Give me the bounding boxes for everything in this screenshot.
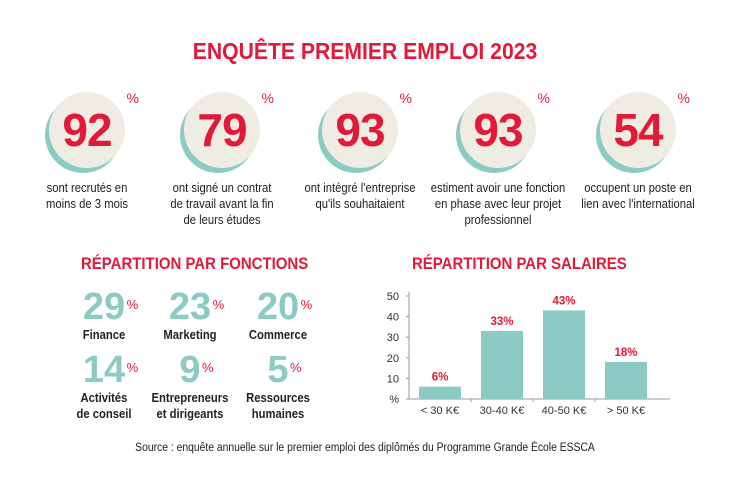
bar (419, 386, 461, 399)
y-tick-label: 40 (387, 312, 399, 324)
function-number: 9 (179, 349, 201, 391)
percent-sign: % (261, 90, 274, 106)
stat-description-line: de travail avant la fin (170, 197, 274, 211)
stat-value: 92 (62, 104, 112, 156)
stat-circle: 92% (49, 90, 139, 168)
function-item: 23% Marketing (135, 287, 245, 343)
stat-description-line: sont recrutés en (46, 181, 128, 195)
stat-item: 79% ont signé un contrat de travail avant … (147, 90, 297, 228)
percent-sign: % (300, 297, 313, 312)
stat-description-line: de leurs études (183, 213, 261, 227)
function-item: 9% Entrepreneurs et dirigeants (135, 350, 245, 422)
bar-data-label: 6% (432, 372, 449, 384)
stat-description-line: estiment avoir une fonction (430, 181, 566, 195)
stat-description-line: ont signé un contrat (172, 181, 272, 195)
stat-description: sont recrutés en moins de 3 mois (20, 180, 155, 212)
functions-title: RÉPARTITION PAR FONCTIONS (81, 254, 309, 273)
function-label: de conseil (76, 407, 132, 421)
stat-item: 93% estiment avoir une fonction en phase a… (423, 90, 573, 228)
stat-value: 93 (473, 104, 523, 156)
stat-description: ont intégré l'entreprise qu'ils souhaitai… (293, 180, 428, 212)
x-tick-label: 30-40 K€ (480, 405, 525, 417)
function-number: 23 (168, 286, 212, 328)
function-label: Finance (82, 328, 126, 342)
bar-data-label: 18% (614, 347, 637, 359)
x-tick-label: 40-50 K€ (542, 405, 587, 417)
function-item: 20% Commerce (223, 287, 333, 343)
function-label: Commerce (248, 328, 308, 342)
function-value: 9% (179, 349, 213, 391)
percent-sign: % (399, 90, 412, 106)
percent-sign: % (202, 360, 214, 375)
stat-description-line: qu'ils souhaitaient (315, 197, 405, 211)
y-tick-label: 20 (387, 353, 399, 365)
function-value: 5% (267, 349, 301, 391)
function-number: 5 (267, 349, 289, 391)
page-title: ENQUÊTE PREMIER EMPLOI 2023 (192, 38, 538, 64)
stat-circle: 93% (460, 90, 550, 168)
function-label: et dirigeants (156, 407, 224, 421)
stat-description-line: professionnel (464, 213, 532, 227)
stat-circle: 79% (184, 90, 274, 168)
function-number: 20 (256, 286, 300, 328)
stat-circle: 93% (322, 90, 412, 168)
bar-data-label: 43% (552, 295, 575, 307)
stat-value: 54 (613, 104, 663, 156)
function-item: 5% Ressources humaines (223, 350, 333, 422)
percent-sign: % (537, 90, 550, 106)
stat-description: ont signé un contrat de travail avant la … (155, 180, 290, 228)
salaries-title: RÉPARTITION PAR SALAIRES (412, 254, 627, 273)
function-value: 29% (82, 286, 138, 328)
stat-circle: 54% (600, 90, 690, 168)
function-value: 23% (168, 286, 224, 328)
y-tick-label: 10 (387, 373, 399, 385)
x-tick-label: > 50 K€ (607, 405, 645, 417)
bar (481, 331, 523, 399)
function-number: 29 (82, 286, 126, 328)
stat-value: 79 (197, 104, 247, 156)
percent-sign: % (126, 297, 139, 312)
stat-description-line: en phase avec leur projet (434, 197, 562, 211)
bar (605, 361, 647, 399)
stat-description: occupent un poste en lien avec l'internat… (571, 180, 706, 212)
bar-data-label: 33% (490, 316, 513, 328)
stat-description-line: moins de 3 mois (46, 197, 128, 211)
function-label: Marketing (163, 328, 217, 342)
percent-sign: % (126, 90, 139, 106)
bar (543, 310, 585, 399)
percent-sign: % (677, 90, 690, 106)
percent-sign: % (126, 360, 139, 375)
y-tick-label: 30 (387, 332, 399, 344)
source-note: Source : enquête annuelle sur le premier… (135, 442, 595, 454)
stat-item: 54% occupent un poste en lien avec l'inter… (563, 90, 713, 212)
stat-item: 93% ont intégré l'entreprise qu'ils souhai… (285, 90, 435, 212)
function-number: 14 (82, 349, 126, 391)
function-item: 14% Activités de conseil (49, 350, 159, 422)
function-label: Entrepreneurs (151, 391, 229, 405)
stat-item: 92% sont recrutés en moins de 3 mois (12, 90, 162, 212)
function-label: Activités (80, 391, 128, 405)
percent-sign: % (212, 297, 225, 312)
function-value: 20% (256, 286, 312, 328)
percent-sign: % (290, 360, 302, 375)
function-item: 29% Finance (49, 287, 159, 343)
stat-description-line: lien avec l'international (581, 197, 695, 211)
stat-description: estiment avoir une fonction en phase avec… (431, 180, 566, 228)
stat-description-line: ont intégré l'entreprise (304, 181, 416, 195)
y-tick-label: % (389, 394, 399, 406)
stat-value: 93 (335, 104, 385, 156)
y-tick-label: 50 (387, 291, 399, 303)
stat-description-line: occupent un poste en (584, 181, 692, 195)
function-label: humaines (251, 407, 305, 421)
function-value: 14% (82, 349, 138, 391)
x-tick-label: < 30 K€ (421, 405, 459, 417)
function-label: Ressources (246, 391, 310, 405)
salary-bar-chart: % 10 20 30 40 50 6% < 30 K€ 33% 30-40 K€ 43% 40-50 … (387, 291, 670, 417)
